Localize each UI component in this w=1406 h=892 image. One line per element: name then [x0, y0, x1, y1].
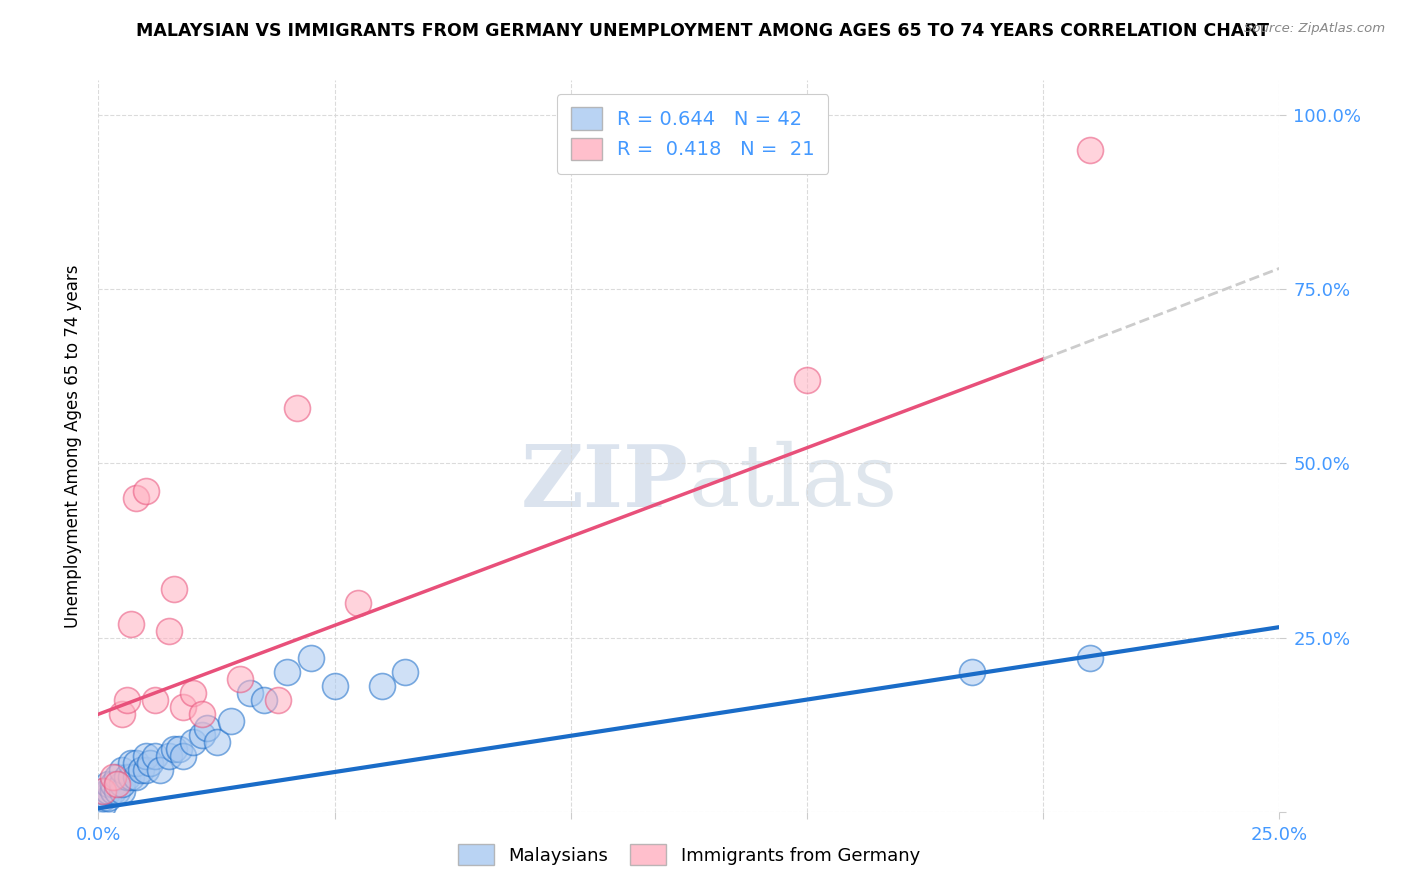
- Point: [962, 665, 984, 680]
- Y-axis label: Unemployment Among Ages 65 to 74 years: Unemployment Among Ages 65 to 74 years: [65, 264, 83, 628]
- Point: [205, 735, 228, 749]
- Point: [323, 679, 346, 693]
- Point: [121, 770, 143, 784]
- Point: [239, 686, 262, 700]
- Point: [394, 665, 416, 680]
- Point: [125, 491, 148, 506]
- Point: [97, 777, 120, 791]
- Point: [285, 401, 308, 415]
- Point: [181, 686, 204, 700]
- Point: [129, 763, 152, 777]
- Point: [267, 693, 290, 707]
- Point: [97, 790, 120, 805]
- Point: [111, 707, 134, 722]
- Point: [97, 784, 120, 798]
- Text: MALAYSIAN VS IMMIGRANTS FROM GERMANY UNEMPLOYMENT AMONG AGES 65 TO 74 YEARS CORR: MALAYSIAN VS IMMIGRANTS FROM GERMANY UNE…: [136, 22, 1270, 40]
- Point: [135, 763, 157, 777]
- Point: [181, 735, 204, 749]
- Point: [125, 770, 148, 784]
- Point: [111, 777, 134, 791]
- Point: [143, 749, 166, 764]
- Point: [371, 679, 394, 693]
- Point: [135, 749, 157, 764]
- Point: [299, 651, 322, 665]
- Point: [91, 790, 114, 805]
- Point: [191, 728, 214, 742]
- Point: [1080, 143, 1102, 157]
- Point: [163, 582, 186, 596]
- Point: [253, 693, 276, 707]
- Text: ZIP: ZIP: [522, 441, 689, 524]
- Point: [111, 784, 134, 798]
- Point: [111, 763, 134, 777]
- Point: [115, 770, 138, 784]
- Point: [121, 756, 143, 770]
- Point: [149, 763, 172, 777]
- Point: [101, 784, 124, 798]
- Point: [172, 700, 194, 714]
- Text: Source: ZipAtlas.com: Source: ZipAtlas.com: [1244, 22, 1385, 36]
- Point: [191, 707, 214, 722]
- Text: atlas: atlas: [689, 441, 898, 524]
- Point: [139, 756, 162, 770]
- Point: [101, 777, 124, 791]
- Point: [91, 797, 114, 812]
- Point: [157, 624, 180, 638]
- Point: [91, 784, 114, 798]
- Point: [219, 714, 242, 728]
- Point: [195, 721, 218, 735]
- Point: [91, 784, 114, 798]
- Point: [125, 756, 148, 770]
- Point: [796, 373, 818, 387]
- Point: [105, 784, 128, 798]
- Point: [157, 749, 180, 764]
- Point: [143, 693, 166, 707]
- Point: [135, 484, 157, 499]
- Point: [1080, 651, 1102, 665]
- Point: [163, 742, 186, 756]
- Point: [115, 693, 138, 707]
- Point: [172, 749, 194, 764]
- Point: [105, 770, 128, 784]
- Point: [347, 596, 370, 610]
- Point: [121, 616, 143, 631]
- Point: [105, 777, 128, 791]
- Point: [276, 665, 298, 680]
- Legend: Malaysians, Immigrants from Germany: Malaysians, Immigrants from Germany: [451, 837, 927, 872]
- Point: [101, 770, 124, 784]
- Point: [229, 673, 252, 687]
- Point: [167, 742, 190, 756]
